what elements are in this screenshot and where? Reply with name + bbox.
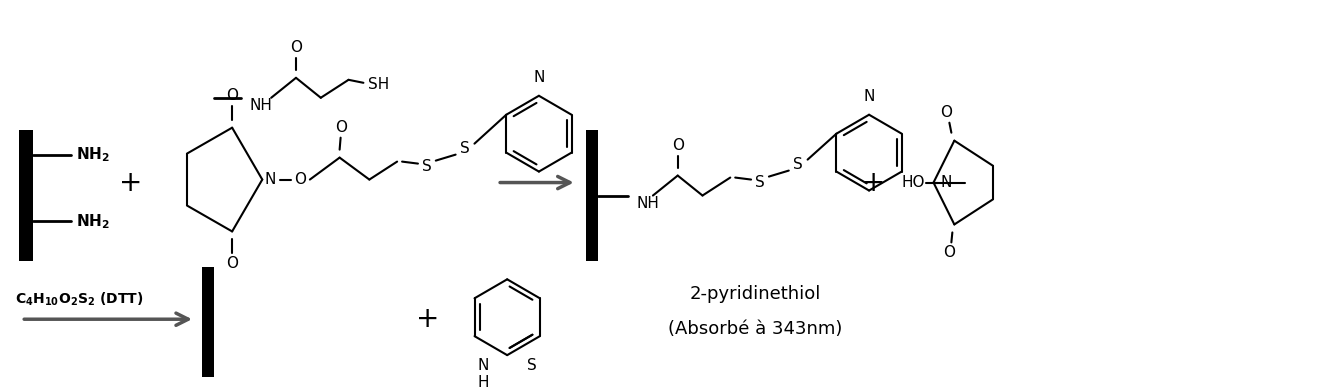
Text: O: O <box>290 40 302 55</box>
Text: O: O <box>943 245 955 260</box>
Text: O: O <box>336 120 348 135</box>
Text: NH: NH <box>250 98 273 113</box>
Text: H: H <box>477 375 489 390</box>
Text: +: + <box>862 169 886 196</box>
Text: $\mathregular{NH_2}$: $\mathregular{NH_2}$ <box>77 145 110 164</box>
Text: S: S <box>755 175 766 190</box>
Text: O: O <box>940 105 952 120</box>
Text: O: O <box>226 256 238 271</box>
Text: SH: SH <box>368 77 389 92</box>
Text: S: S <box>526 358 536 373</box>
Text: O: O <box>294 172 306 187</box>
Text: N: N <box>477 358 489 373</box>
Text: (Absorbé à 343nm): (Absorbé à 343nm) <box>667 320 842 338</box>
Text: S: S <box>422 159 431 174</box>
Bar <box>19 130 34 261</box>
Text: S: S <box>792 157 803 172</box>
Text: HO: HO <box>901 175 925 190</box>
Text: NH: NH <box>637 196 659 211</box>
Text: $\mathregular{NH_2}$: $\mathregular{NH_2}$ <box>77 212 110 231</box>
Text: O: O <box>226 88 238 103</box>
Text: N: N <box>265 172 275 187</box>
Text: N: N <box>864 89 874 104</box>
Text: +: + <box>416 305 439 333</box>
Text: 2-pyridinethiol: 2-pyridinethiol <box>689 285 821 303</box>
Bar <box>587 130 599 261</box>
Text: +: + <box>118 169 142 196</box>
Text: $\mathregular{C_4H_{10}O_2S_2}$ (DTT): $\mathregular{C_4H_{10}O_2S_2}$ (DTT) <box>15 290 142 308</box>
Text: N: N <box>940 175 952 190</box>
Bar <box>201 267 214 377</box>
Text: N: N <box>533 70 545 85</box>
Text: S: S <box>459 141 470 156</box>
Text: O: O <box>672 138 684 153</box>
